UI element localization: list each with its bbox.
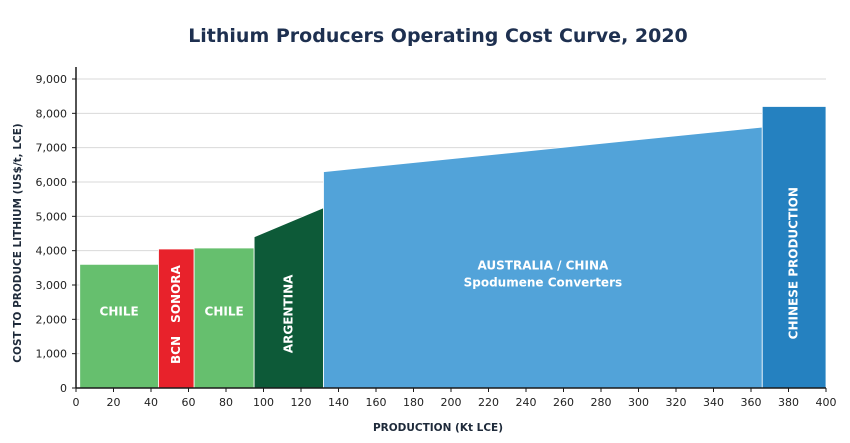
x-tick-label: 180 — [403, 396, 424, 409]
x-tick-label: 280 — [591, 396, 612, 409]
x-tick-label: 400 — [816, 396, 837, 409]
x-tick-label: 20 — [107, 396, 121, 409]
cost-segments — [79, 106, 827, 389]
y-tick-label: 9,000 — [36, 73, 68, 86]
y-tick-label: 3,000 — [36, 279, 68, 292]
cost-segment — [79, 263, 159, 389]
x-tick-label: 240 — [516, 396, 537, 409]
segment-label: CHINESE PRODUCTION — [787, 187, 801, 339]
y-tick-label: 5,000 — [36, 210, 68, 223]
x-tick-label: 320 — [666, 396, 687, 409]
chart-title: Lithium Producers Operating Cost Curve, … — [188, 25, 688, 47]
segment-label: CHILE — [100, 305, 139, 319]
x-tick-label: 380 — [778, 396, 799, 409]
x-tick-label: 220 — [478, 396, 499, 409]
x-tick-label: 100 — [253, 396, 274, 409]
y-axis-label: COST TO PRODUCE LITHIUM (US$/t, LCE) — [12, 123, 24, 362]
x-tick-label: 300 — [628, 396, 649, 409]
y-tick-label: 6,000 — [36, 176, 68, 189]
x-tick-label: 140 — [328, 396, 349, 409]
x-tick-label: 160 — [366, 396, 387, 409]
segment-labels: CHILE SONORA BCN CHILE ARGENTINA AUSTRALIA / … — [100, 187, 801, 364]
y-tick-label: 7,000 — [36, 142, 68, 155]
x-tick-label: 120 — [291, 396, 312, 409]
segment-label: ARGENTINA — [281, 274, 295, 353]
x-tick-label: 200 — [441, 396, 462, 409]
x-tick-label: 60 — [182, 396, 196, 409]
y-tick-label: 8,000 — [36, 107, 68, 120]
y-tick-label: 0 — [60, 382, 67, 395]
x-tick-label: 80 — [219, 396, 233, 409]
x-tick-label: 0 — [73, 396, 80, 409]
axes: 0 20 40 60 80 100 120 140 160 180 200 220 240 260 280 3… — [36, 67, 837, 409]
y-tick-label: 2,000 — [36, 313, 68, 326]
segment-label: AUSTRALIA / CHINA — [477, 259, 609, 273]
x-tick-label: 40 — [144, 396, 158, 409]
segment-label: Spodumene Converters — [464, 276, 623, 290]
x-tick-label: 260 — [553, 396, 574, 409]
x-tick-label: 340 — [703, 396, 724, 409]
segment-label: BCN — [169, 336, 183, 364]
x-axis-label: PRODUCTION (Kt LCE) — [373, 422, 503, 434]
segment-label: SONORA — [169, 264, 183, 322]
y-tick-label: 4,000 — [36, 245, 68, 258]
x-tick-label: 360 — [741, 396, 762, 409]
segment-label: CHILE — [205, 305, 244, 319]
y-tick-label: 1,000 — [36, 348, 68, 361]
